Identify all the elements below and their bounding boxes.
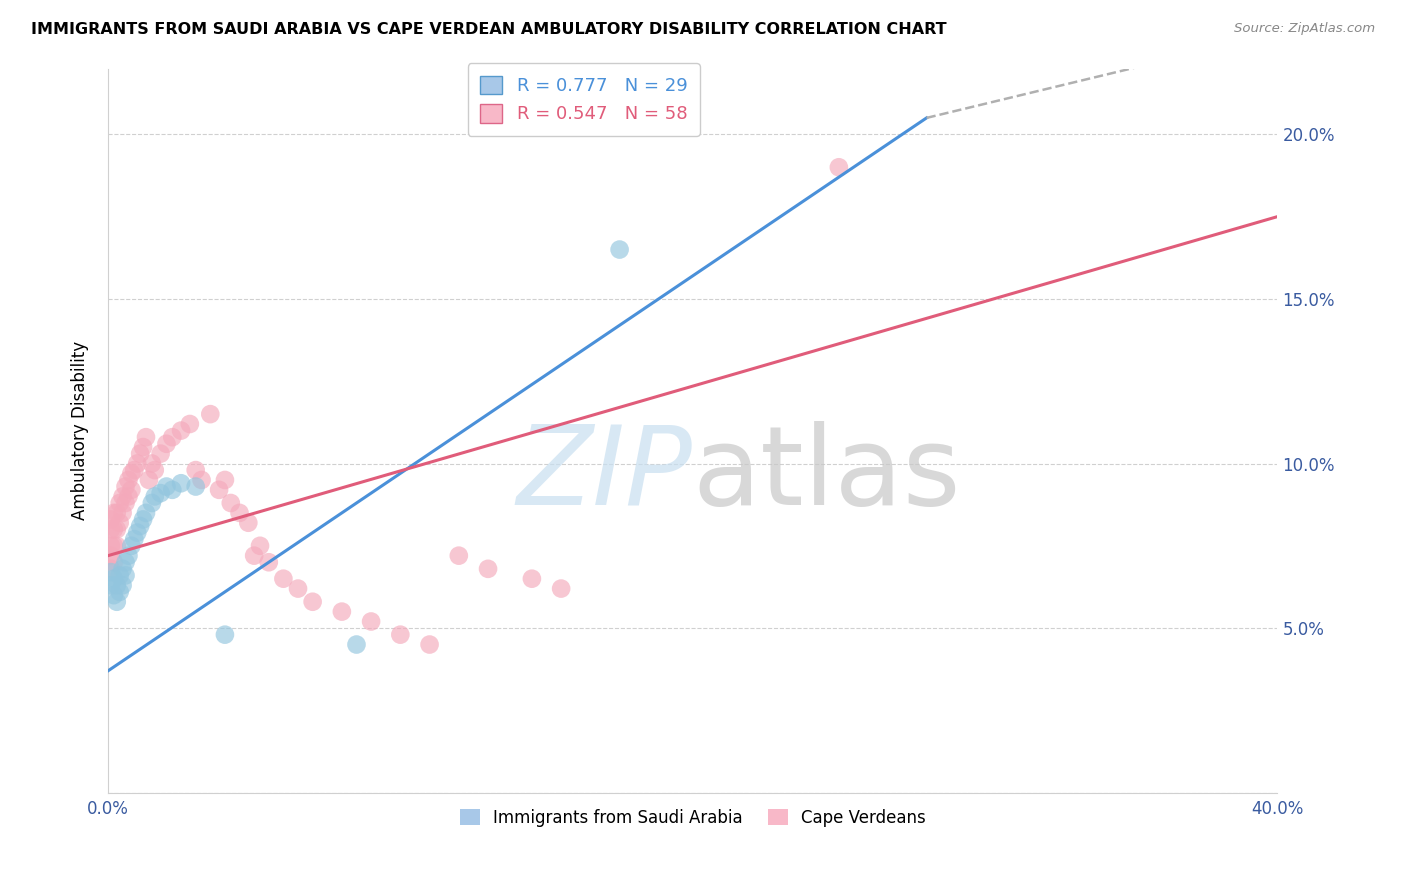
- Point: [219, 496, 242, 510]
- Point: [609, 243, 631, 257]
- Text: atlas: atlas: [693, 420, 962, 527]
- Point: [120, 483, 142, 497]
- Point: [155, 436, 177, 450]
- Point: [117, 490, 139, 504]
- Point: [135, 430, 157, 444]
- Point: [143, 490, 166, 504]
- Point: [228, 506, 250, 520]
- Point: [100, 539, 122, 553]
- Point: [184, 463, 207, 477]
- Point: [105, 506, 128, 520]
- Point: [257, 555, 280, 569]
- Point: [127, 525, 149, 540]
- Point: [200, 407, 222, 421]
- Point: [111, 490, 134, 504]
- Point: [120, 467, 142, 481]
- Point: [162, 483, 184, 497]
- Point: [105, 595, 128, 609]
- Point: [141, 457, 163, 471]
- Point: [138, 473, 160, 487]
- Point: [170, 424, 193, 438]
- Point: [105, 578, 128, 592]
- Point: [243, 549, 266, 563]
- Point: [184, 479, 207, 493]
- Point: [419, 638, 441, 652]
- Point: [346, 638, 368, 652]
- Point: [103, 555, 125, 569]
- Point: [100, 578, 122, 592]
- Point: [301, 595, 323, 609]
- Point: [132, 512, 155, 526]
- Point: [190, 473, 212, 487]
- Point: [114, 555, 136, 569]
- Point: [129, 447, 152, 461]
- Point: [117, 473, 139, 487]
- Point: [108, 585, 131, 599]
- Point: [105, 539, 128, 553]
- Point: [550, 582, 572, 596]
- Point: [360, 615, 382, 629]
- Point: [141, 496, 163, 510]
- Point: [111, 506, 134, 520]
- Point: [108, 496, 131, 510]
- Point: [103, 539, 125, 553]
- Point: [103, 572, 125, 586]
- Point: [127, 457, 149, 471]
- Text: Source: ZipAtlas.com: Source: ZipAtlas.com: [1234, 22, 1375, 36]
- Point: [287, 582, 309, 596]
- Point: [100, 522, 122, 536]
- Point: [124, 532, 146, 546]
- Point: [103, 588, 125, 602]
- Point: [100, 562, 122, 576]
- Point: [249, 539, 271, 553]
- Point: [828, 161, 851, 175]
- Legend: Immigrants from Saudi Arabia, Cape Verdeans: Immigrants from Saudi Arabia, Cape Verde…: [451, 800, 934, 835]
- Point: [114, 496, 136, 510]
- Point: [477, 562, 499, 576]
- Point: [149, 447, 172, 461]
- Point: [117, 549, 139, 563]
- Point: [135, 506, 157, 520]
- Point: [238, 516, 260, 530]
- Point: [111, 578, 134, 592]
- Point: [108, 568, 131, 582]
- Point: [214, 473, 236, 487]
- Point: [132, 440, 155, 454]
- Point: [447, 549, 470, 563]
- Point: [103, 522, 125, 536]
- Point: [208, 483, 231, 497]
- Point: [108, 516, 131, 530]
- Point: [111, 562, 134, 576]
- Point: [114, 568, 136, 582]
- Point: [100, 565, 122, 579]
- Point: [162, 430, 184, 444]
- Point: [330, 605, 353, 619]
- Point: [214, 628, 236, 642]
- Point: [129, 519, 152, 533]
- Point: [114, 479, 136, 493]
- Point: [100, 512, 122, 526]
- Point: [100, 549, 122, 563]
- Y-axis label: Ambulatory Disability: Ambulatory Disability: [72, 341, 89, 520]
- Point: [155, 479, 177, 493]
- Point: [149, 486, 172, 500]
- Point: [124, 463, 146, 477]
- Point: [170, 476, 193, 491]
- Point: [143, 463, 166, 477]
- Point: [273, 572, 295, 586]
- Text: IMMIGRANTS FROM SAUDI ARABIA VS CAPE VERDEAN AMBULATORY DISABILITY CORRELATION C: IMMIGRANTS FROM SAUDI ARABIA VS CAPE VER…: [31, 22, 946, 37]
- Point: [520, 572, 543, 586]
- Point: [105, 522, 128, 536]
- Point: [103, 506, 125, 520]
- Text: ZIP: ZIP: [517, 420, 693, 527]
- Point: [389, 628, 412, 642]
- Point: [179, 417, 201, 431]
- Point: [120, 539, 142, 553]
